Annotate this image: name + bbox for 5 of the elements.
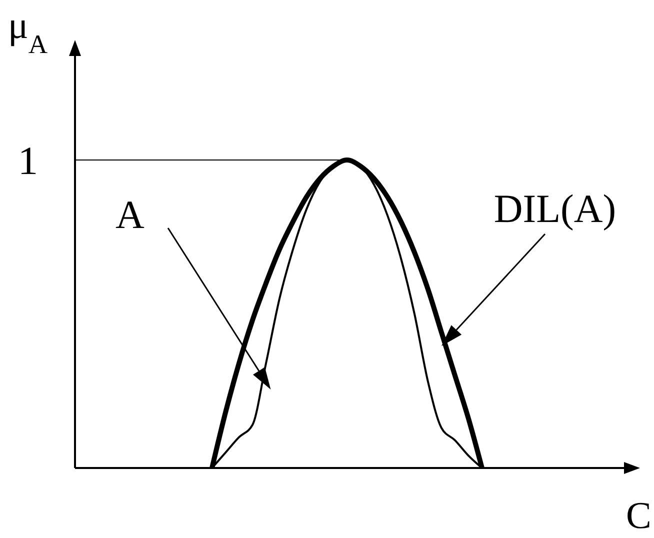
text: DIL(A) bbox=[494, 186, 616, 231]
y-axis-title: μ$_{A}$ bbox=[8, 5, 48, 59]
text: A bbox=[116, 192, 145, 237]
x-axis-title: C bbox=[626, 495, 652, 537]
ref-line-label: 1 bbox=[18, 138, 38, 183]
